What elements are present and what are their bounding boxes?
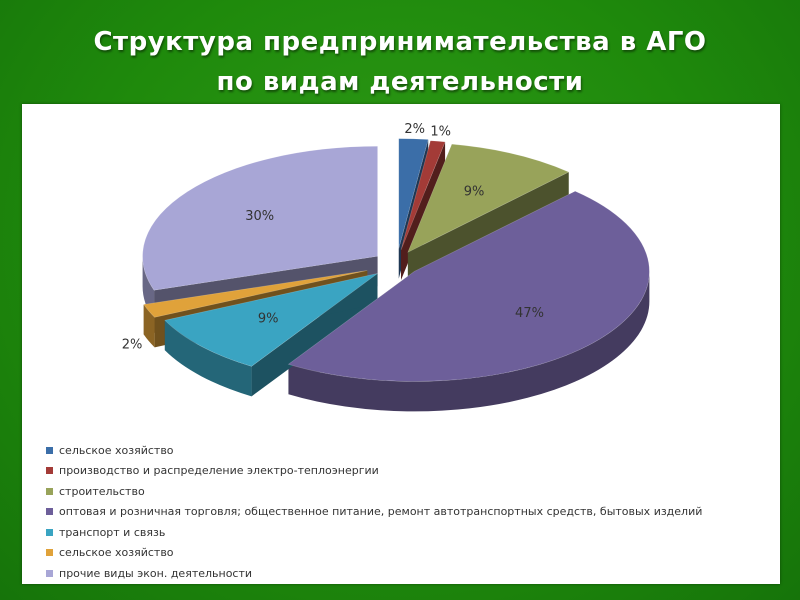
legend-label-2: строительство (59, 484, 145, 498)
pie-data-label-4: 9% (258, 312, 279, 327)
title-line-1: Структура предпринимательства в АГО (93, 27, 707, 57)
legend-label-4: транспорт и связь (59, 525, 166, 539)
chart-panel: 2% 1% 9% 47% 9% 2% 30% сельское хозяйство произ… (22, 104, 780, 584)
legend-label-5: сельское хозяйство (59, 546, 174, 560)
chart-legend: сельское хозяйство производство и распред… (46, 440, 702, 584)
pie-slice-5-wall-0 (143, 304, 155, 348)
legend-swatch-1 (46, 467, 53, 475)
legend-swatch-4 (46, 528, 53, 536)
legend-item-5: сельское хозяйство (46, 543, 702, 564)
legend-swatch-6 (46, 569, 53, 577)
pie-data-label-5: 2% (122, 338, 143, 353)
pie-slice-3 (287, 190, 650, 382)
pie-slice-1 (400, 140, 446, 250)
legend-item-0: сельское хозяйство (46, 440, 702, 461)
pie-slice-4-wall-0 (164, 320, 252, 397)
legend-item-6: прочие виды экон. деятельности (46, 563, 702, 584)
pie-data-label-1: 1% (430, 124, 451, 139)
legend-label-1: производство и распределение электро-теп… (59, 464, 379, 478)
pie-data-label-3: 47% (515, 306, 544, 321)
pie-slice-4 (164, 273, 378, 367)
legend-swatch-0 (46, 446, 53, 454)
pie-chart: 2% 1% 9% 47% 9% 2% 30% (122, 122, 650, 412)
legend-item-4: транспорт и связь (46, 522, 702, 543)
legend-swatch-2 (46, 487, 53, 495)
legend-label-0: сельское хозяйство (59, 443, 174, 457)
pie-slice-0 (398, 138, 429, 249)
pie-slice-3-wall-0 (288, 271, 650, 412)
pie-slice-6 (142, 145, 378, 291)
title-line-2: по видам деятельности (216, 67, 584, 97)
pie-data-label-2: 9% (464, 184, 485, 199)
legend-item-1: производство и распределение электро-теп… (46, 461, 702, 482)
pie-data-label-6: 30% (245, 209, 274, 224)
legend-item-3: оптовая и розничная торговля; общественн… (46, 502, 702, 523)
pie-data-label-0: 2% (404, 122, 425, 137)
legend-swatch-3 (46, 508, 53, 516)
legend-label-3: оптовая и розничная торговля; общественн… (59, 505, 703, 519)
legend-item-2: строительство (46, 481, 702, 502)
page-title: Структура предпринимательства в АГО по в… (0, 22, 800, 102)
legend-label-6: прочие виды экон. деятельности (59, 566, 253, 580)
pie-slice-2 (407, 143, 570, 253)
legend-swatch-5 (46, 549, 53, 557)
pie-slice-5 (143, 270, 368, 318)
